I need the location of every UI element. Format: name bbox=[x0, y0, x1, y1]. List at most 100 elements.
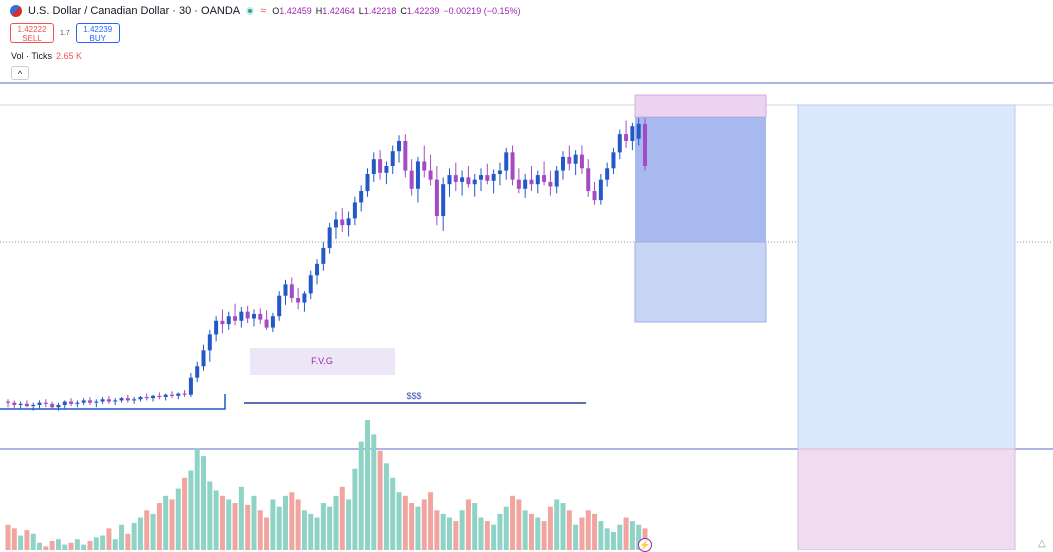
candle-body bbox=[226, 316, 231, 325]
volume-bar bbox=[283, 495, 289, 550]
volume-bar bbox=[617, 524, 623, 550]
candle-body bbox=[31, 404, 36, 407]
sell-button[interactable]: 1.42222 SELL bbox=[10, 23, 54, 43]
candle bbox=[321, 242, 326, 271]
candle-body bbox=[371, 159, 376, 174]
candle bbox=[151, 394, 156, 402]
right-lower-zone[interactable] bbox=[797, 448, 1016, 550]
candle-body bbox=[346, 218, 351, 226]
candle bbox=[548, 170, 553, 196]
candle bbox=[125, 394, 130, 403]
short-position-stop-zone[interactable] bbox=[634, 94, 767, 118]
short-position-profit-zone[interactable] bbox=[635, 117, 766, 242]
candle bbox=[384, 161, 389, 185]
candle-body bbox=[214, 320, 219, 335]
volume-bar bbox=[598, 521, 604, 550]
candle-body bbox=[592, 191, 597, 201]
candle bbox=[624, 120, 629, 148]
volume-bar bbox=[610, 531, 616, 550]
candle bbox=[365, 168, 370, 197]
candle bbox=[302, 291, 307, 312]
candle bbox=[643, 118, 647, 171]
fvg-box[interactable] bbox=[250, 348, 395, 375]
volume-bar bbox=[150, 513, 156, 550]
volume-bar bbox=[194, 448, 200, 550]
candle bbox=[106, 395, 111, 404]
collapse-chevron-up-icon[interactable]: ^ bbox=[11, 66, 29, 80]
candle bbox=[415, 156, 420, 203]
candle-body bbox=[485, 175, 490, 181]
candle bbox=[327, 222, 332, 254]
candle-body bbox=[245, 311, 250, 319]
volume-bar bbox=[270, 499, 276, 550]
volume-bar bbox=[100, 535, 106, 550]
volume-bar bbox=[308, 513, 314, 550]
volume-bar bbox=[503, 506, 509, 550]
buy-button[interactable]: 1.42239 BUY bbox=[75, 23, 120, 43]
candle bbox=[277, 291, 282, 321]
candles bbox=[6, 118, 647, 411]
triangle-icon[interactable]: △ bbox=[1038, 538, 1046, 549]
candle bbox=[497, 162, 502, 186]
volume-bar bbox=[11, 528, 17, 550]
candle bbox=[50, 401, 55, 410]
candle bbox=[24, 400, 29, 408]
volume-bar bbox=[314, 517, 320, 550]
volume-bar bbox=[24, 530, 30, 550]
candle-body bbox=[617, 134, 622, 153]
right-projection-zone[interactable] bbox=[797, 104, 1016, 450]
volume-bar bbox=[93, 537, 99, 550]
volume-bar bbox=[18, 535, 24, 550]
candle bbox=[542, 161, 547, 186]
volume-bar bbox=[81, 544, 87, 550]
volume-bar bbox=[396, 492, 402, 550]
volume-bar bbox=[528, 513, 534, 550]
candle-body bbox=[460, 177, 465, 182]
candle-body bbox=[636, 123, 641, 139]
candle-body bbox=[327, 227, 332, 248]
volume-bar bbox=[409, 503, 415, 550]
candle-body bbox=[157, 395, 162, 397]
candle-body bbox=[403, 140, 408, 171]
volume-bar bbox=[74, 539, 80, 550]
candle-body bbox=[643, 123, 647, 166]
candle bbox=[43, 399, 48, 408]
candle-body bbox=[472, 179, 477, 185]
candle-body bbox=[390, 151, 395, 166]
candle-body bbox=[535, 175, 540, 185]
candle-body bbox=[201, 350, 206, 367]
candle-body bbox=[125, 398, 130, 401]
volume-bar bbox=[465, 499, 471, 550]
candle bbox=[270, 312, 275, 333]
volume-bar bbox=[251, 495, 257, 550]
candle-body bbox=[264, 319, 269, 328]
low-value: 1.42218 bbox=[363, 6, 397, 16]
sell-label: SELL bbox=[22, 34, 42, 43]
volume-bar bbox=[364, 420, 370, 550]
candle bbox=[573, 150, 578, 176]
candle bbox=[479, 168, 484, 192]
candle bbox=[371, 152, 376, 182]
candle-body bbox=[182, 393, 187, 395]
volume-bar bbox=[188, 470, 194, 550]
candle bbox=[119, 397, 124, 403]
volume-bar bbox=[636, 524, 642, 550]
volume-label[interactable]: Vol · Ticks bbox=[11, 51, 53, 61]
candle-body bbox=[106, 399, 111, 402]
volume-bar bbox=[472, 503, 478, 550]
step-line[interactable] bbox=[0, 394, 226, 410]
candle bbox=[504, 147, 509, 180]
candle bbox=[188, 373, 193, 397]
symbol-title[interactable]: U.S. Dollar / Canadian Dollar · 30 · OAN… bbox=[28, 5, 241, 17]
short-position-extended-zone[interactable] bbox=[634, 241, 767, 323]
candle bbox=[56, 402, 61, 411]
candle bbox=[289, 277, 294, 303]
volume-bar bbox=[446, 517, 452, 550]
volume-bar bbox=[579, 517, 585, 550]
candle bbox=[195, 361, 200, 383]
volume-bar bbox=[213, 490, 219, 550]
candle bbox=[561, 151, 566, 180]
volume-bar bbox=[125, 533, 131, 550]
candle bbox=[258, 308, 263, 325]
